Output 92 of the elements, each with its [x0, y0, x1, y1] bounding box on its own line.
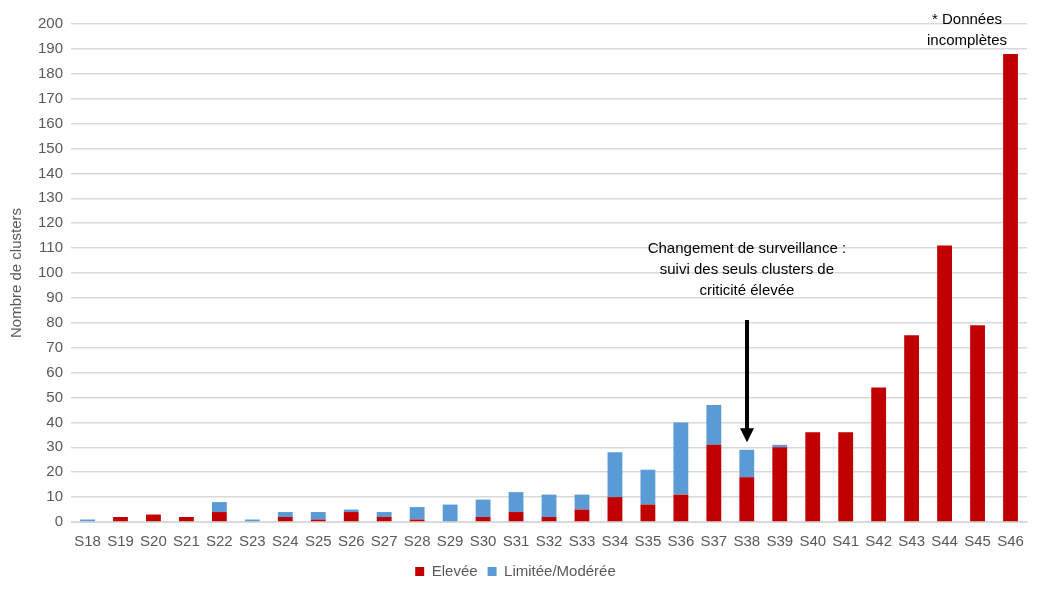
y-tick-label: 130	[38, 188, 64, 206]
x-tick-label: S22	[206, 532, 233, 550]
x-tick-label: S28	[403, 532, 431, 550]
y-tick-label: 10	[46, 487, 64, 505]
bar	[706, 444, 722, 522]
bar	[178, 517, 194, 522]
bar	[376, 517, 392, 522]
x-tick-label: S25	[304, 532, 332, 550]
bar	[706, 404, 722, 445]
x-tick-label: S44	[931, 532, 958, 550]
y-tick-label: 100	[38, 263, 64, 281]
x-tick-label: S42	[865, 532, 893, 550]
bar	[376, 512, 392, 518]
bar	[409, 507, 425, 520]
bar	[607, 497, 623, 522]
bar	[310, 512, 326, 520]
x-tick-label: S18	[74, 532, 101, 550]
y-tick-label: 80	[46, 312, 64, 330]
x-tick-label: S29	[436, 532, 464, 550]
bar	[475, 517, 491, 522]
x-tick-label: S21	[173, 532, 200, 550]
bar	[574, 494, 590, 510]
x-tick-label: S26	[337, 532, 365, 550]
bar	[739, 449, 755, 478]
y-tick-label: 70	[46, 337, 64, 355]
bar	[772, 447, 788, 522]
y-tick-label: 160	[38, 113, 64, 131]
bar	[541, 494, 557, 518]
y-tick-label: 0	[54, 512, 64, 530]
bar	[475, 499, 491, 518]
y-tick-label: 110	[39, 238, 64, 256]
bar	[146, 514, 161, 522]
x-tick-label: S33	[568, 532, 596, 550]
y-tick-label: 30	[46, 437, 64, 455]
bar	[442, 504, 458, 522]
y-tick-label: 90	[46, 288, 64, 306]
x-tick-label: S27	[370, 532, 398, 550]
y-tick-label: 190	[38, 39, 64, 57]
bar	[211, 502, 227, 513]
x-tick-label: S45	[964, 532, 991, 550]
bar	[673, 494, 689, 522]
y-axis-title: Nombre de clusters	[7, 207, 25, 339]
bar	[508, 512, 524, 522]
x-tick-label: S35	[634, 532, 662, 550]
bar	[277, 517, 293, 522]
x-tick-label: S32	[535, 532, 563, 550]
y-tick-label: 140	[38, 163, 64, 181]
x-tick-label: S19	[107, 532, 134, 550]
bar	[607, 452, 623, 498]
bar	[277, 512, 293, 518]
bar	[871, 387, 887, 522]
bar	[970, 325, 985, 522]
x-tick-label: S37	[700, 532, 728, 550]
bar	[937, 245, 953, 522]
x-tick-label: S39	[766, 532, 794, 550]
y-tick-label: 180	[38, 63, 64, 81]
bar	[211, 512, 227, 522]
bar	[904, 335, 920, 522]
y-tick-label: 170	[38, 88, 64, 106]
legend-label: Elevée	[431, 561, 478, 579]
x-tick-label: S40	[799, 532, 827, 550]
bar	[838, 432, 854, 522]
y-tick-label: 120	[38, 213, 64, 231]
y-tick-label: 150	[38, 138, 64, 156]
x-tick-label: S24	[271, 532, 299, 550]
x-tick-label: S46	[997, 532, 1024, 550]
bar	[640, 469, 656, 505]
x-tick-label: S38	[733, 532, 761, 550]
bar	[508, 492, 524, 513]
y-tick-label: 50	[46, 387, 64, 405]
x-tick-label: S23	[238, 532, 266, 550]
x-tick-label: S41	[832, 532, 860, 550]
y-tick-label: 200	[38, 14, 64, 32]
annotation: Changement de surveillance : suivi des seuls clusters de criticité élevée	[647, 238, 847, 298]
y-tick-label: 20	[46, 462, 64, 480]
annotation: * Données incomplètes	[926, 9, 1008, 48]
x-tick-label: S34	[601, 532, 629, 550]
bar	[113, 517, 128, 522]
x-tick-label: S36	[667, 532, 695, 550]
y-tick-label: 40	[46, 412, 64, 430]
x-tick-label: S31	[502, 532, 530, 550]
x-tick-label: S30	[469, 532, 497, 550]
legend-label: Limitée/Modérée	[504, 561, 616, 579]
y-tick-label: 60	[46, 362, 64, 380]
bar	[673, 422, 689, 495]
bar	[1003, 53, 1018, 522]
bar	[343, 512, 359, 522]
bar	[739, 477, 755, 522]
x-tick-label: S20	[140, 532, 167, 550]
bar	[805, 432, 821, 522]
bar	[640, 504, 656, 522]
x-tick-label: S43	[898, 532, 925, 550]
